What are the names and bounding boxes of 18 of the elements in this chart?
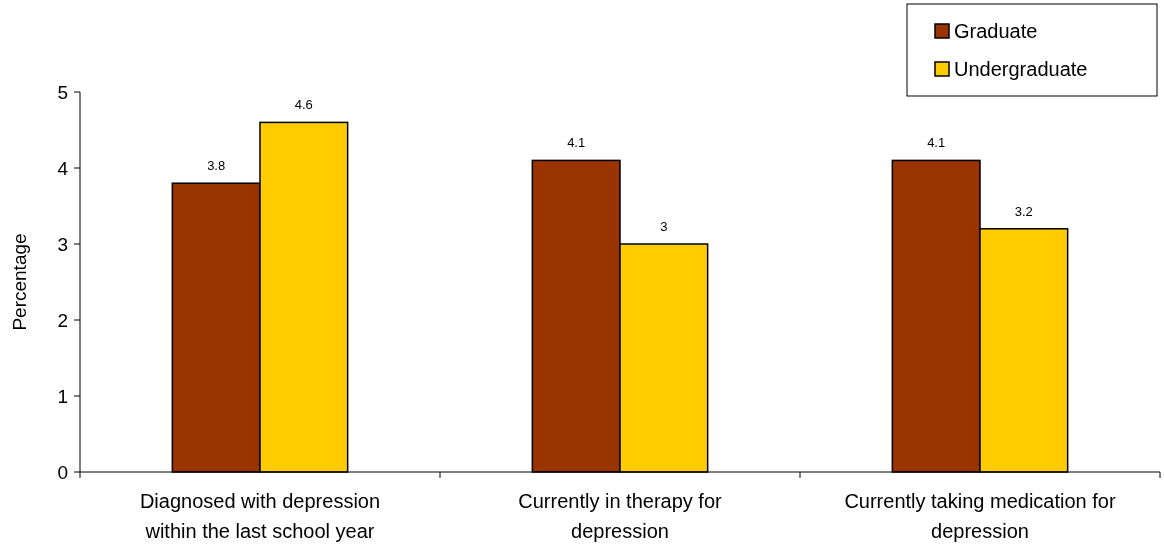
legend-label: Undergraduate (954, 58, 1088, 80)
data-label: 4.6 (294, 97, 313, 113)
y-tick-label: 3 (57, 233, 68, 255)
data-label: 3 (660, 219, 668, 234)
data-label: 4.1 (927, 135, 946, 151)
x-tick-label: Diagnosed with depression within the last school year (139, 490, 381, 542)
y-tick-label: 4 (57, 157, 69, 179)
x-tick-label: Currently taking medication for depression (844, 490, 1116, 542)
y-tick-label: 1 (57, 385, 68, 407)
y-tick-label: 0 (57, 461, 68, 483)
y-tick-label: 5 (57, 81, 68, 103)
legend-label: Graduate (954, 20, 1038, 42)
y-tick-label: 2 (57, 309, 68, 331)
y-axis-title: Percentage (9, 233, 30, 331)
data-label: 4.1 (567, 135, 586, 151)
data-label: 3.8 (207, 158, 226, 174)
data-label: 3.2 (1014, 203, 1033, 219)
x-tick-label: Currently in therapy for depression (518, 490, 723, 542)
